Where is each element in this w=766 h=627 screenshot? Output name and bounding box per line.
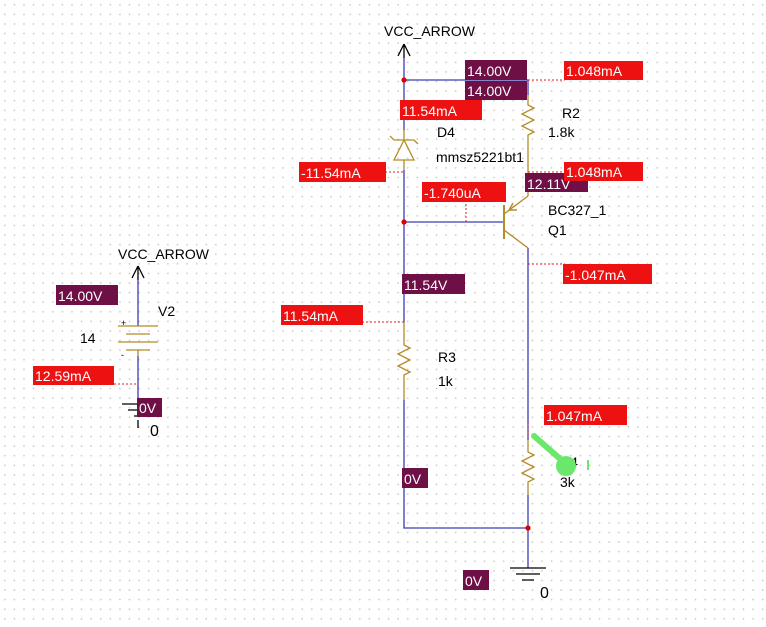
voltage-vcc-b[interactable]: 14.00V	[467, 83, 512, 99]
voltage-tags: 14.00V 14.00V 12.11V 11.54V 0V 0V 14.00V…	[56, 60, 588, 590]
q1-collector	[503, 229, 529, 249]
probe-tip	[556, 456, 576, 476]
tag-bg	[564, 162, 643, 181]
wires	[137, 58, 529, 568]
tag-bg	[137, 398, 162, 417]
q1-ref: Q1	[548, 222, 567, 238]
r3-value: 1k	[438, 373, 454, 389]
voltage-v2-top[interactable]: 14.00V	[58, 288, 103, 304]
v2-minus-sign: -	[121, 350, 124, 360]
tag-bg	[33, 366, 114, 385]
vcc-left-label: VCC_ARROW	[118, 246, 210, 262]
gnd-bottom-symbol[interactable]	[510, 567, 546, 581]
tag-bg	[422, 182, 506, 202]
current-v2[interactable]: 12.59mA	[35, 368, 92, 384]
current-emitter[interactable]: 1.048mA	[566, 164, 623, 180]
voltage-vcc-a[interactable]: 14.00V	[467, 63, 512, 79]
gnd-left-label: 0	[150, 423, 159, 440]
current-d4-neg[interactable]: -11.54mA	[301, 165, 361, 181]
r4-value: 3k	[560, 474, 576, 490]
v2-value: 14	[80, 330, 96, 346]
v2-plus-sign: +	[121, 318, 126, 328]
vcc-left-arrow[interactable]	[131, 265, 145, 280]
tag-bg	[463, 570, 489, 590]
voltage-v2-gnd[interactable]: 0V	[139, 400, 157, 416]
current-base[interactable]: -1.740uA	[424, 185, 481, 201]
r3-resistor[interactable]	[396, 322, 412, 400]
probe-cursor[interactable]	[531, 433, 589, 476]
voltage-r3-bottom[interactable]: 0V	[404, 471, 422, 487]
v2-battery[interactable]	[118, 325, 158, 351]
current-d4[interactable]: 11.54mA	[402, 103, 458, 119]
tag-bg	[465, 60, 527, 80]
labels: VCC_ARROW VCC_ARROW R2 1.8k D4 mmsz5221b…	[80, 23, 607, 602]
components	[118, 95, 536, 495]
current-tags: 1.048mA 1.048mA 11.54mA -11.54mA -1.740u…	[33, 61, 652, 425]
gnd-bottom-label: 0	[540, 585, 549, 602]
junction-base	[401, 219, 407, 225]
current-r3[interactable]: 11.54mA	[283, 308, 339, 324]
q1-value: BC327_1	[548, 202, 607, 218]
tag-bg	[564, 61, 643, 80]
tag-bg	[465, 81, 527, 100]
tag-bg	[402, 468, 428, 488]
current-r4[interactable]: 1.047mA	[546, 408, 603, 424]
tag-bg	[56, 285, 118, 305]
current-collector[interactable]: -1.047mA	[565, 267, 626, 283]
d4-ref: D4	[437, 124, 455, 140]
r3-ref: R3	[438, 349, 456, 365]
tag-bg	[299, 162, 386, 182]
d4-diode[interactable]	[392, 138, 416, 161]
r2-resistor[interactable]	[520, 95, 536, 148]
q1-emitter-arrow	[508, 202, 517, 211]
wire-r3-bottom[interactable]	[403, 400, 528, 529]
vcc-top-arrow[interactable]	[397, 43, 411, 58]
voltage-emitter[interactable]: 12.11V	[527, 176, 571, 192]
tag-bg	[402, 274, 465, 294]
q1-emitter	[503, 195, 529, 215]
vcc-top-label: VCC_ARROW	[384, 23, 476, 39]
tag-bg	[281, 305, 363, 325]
voltage-base-node[interactable]: 11.54V	[404, 277, 448, 293]
r2-ref: R2	[562, 105, 580, 121]
junction-vcc	[401, 77, 407, 83]
tag-bg	[563, 264, 652, 284]
current-r2[interactable]: 1.048mA	[566, 63, 623, 79]
voltage-ground[interactable]: 0V	[465, 573, 483, 589]
tag-bg	[400, 100, 482, 120]
tag-bg	[544, 405, 627, 425]
d4-cathode-bar	[389, 135, 419, 145]
v2-ref: V2	[158, 303, 175, 319]
junctions	[401, 77, 531, 531]
junction-gnd	[525, 525, 531, 531]
r2-value: 1.8k	[548, 124, 575, 140]
d4-value: mmsz5221bt1	[436, 149, 524, 165]
r4-resistor[interactable]	[520, 440, 536, 495]
